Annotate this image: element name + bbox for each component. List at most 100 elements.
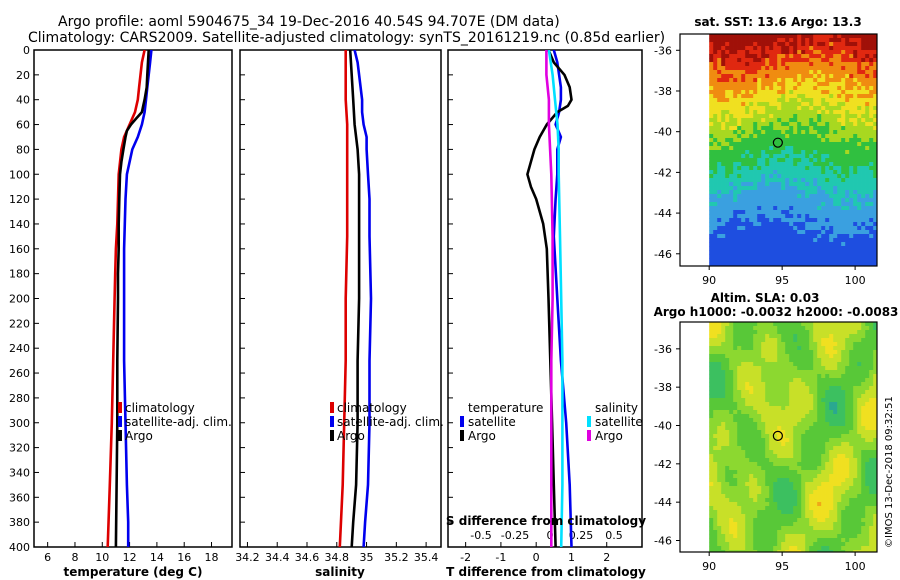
map-cell xyxy=(781,46,786,51)
map-cell xyxy=(825,538,830,543)
map-cell xyxy=(753,254,758,259)
map-cell xyxy=(725,506,730,511)
map-cell xyxy=(721,542,726,547)
map-cell xyxy=(837,530,842,535)
map-cell xyxy=(813,354,818,359)
map-cell xyxy=(709,238,714,243)
map-cell xyxy=(765,534,770,539)
map-cell xyxy=(817,502,822,507)
map-cell xyxy=(817,186,822,191)
map-cell xyxy=(721,398,726,403)
map-cell xyxy=(805,174,810,179)
map-cell xyxy=(797,98,802,103)
map-cell xyxy=(825,158,830,163)
map-cell xyxy=(805,82,810,87)
map-cell xyxy=(733,542,738,547)
map-cell xyxy=(813,430,818,435)
map-cell xyxy=(721,174,726,179)
map-cell xyxy=(865,326,870,331)
map-cell xyxy=(837,466,842,471)
map-cell xyxy=(813,538,818,543)
map-cell xyxy=(745,70,750,75)
map-cell xyxy=(781,378,786,383)
map-cell xyxy=(857,326,862,331)
map-cell xyxy=(841,366,846,371)
map-cell xyxy=(789,378,794,383)
map-cell xyxy=(717,402,722,407)
map-cell xyxy=(833,530,838,535)
map-cell xyxy=(749,482,754,487)
map-cell xyxy=(841,346,846,351)
map-cell xyxy=(717,414,722,419)
map-cell xyxy=(873,518,877,523)
map-cell xyxy=(861,242,866,247)
map-cell xyxy=(813,222,818,227)
map-cell xyxy=(725,182,730,187)
map-cell xyxy=(853,518,858,523)
map-cell xyxy=(725,74,730,79)
map-cell xyxy=(785,366,790,371)
map-cell xyxy=(861,506,866,511)
map-cell xyxy=(769,350,774,355)
map-cell xyxy=(841,66,846,71)
map-cell xyxy=(829,470,834,475)
map-cell xyxy=(709,406,714,411)
map-cell xyxy=(733,82,738,87)
map-cell xyxy=(869,346,874,351)
map-cell xyxy=(709,118,714,123)
map-cell xyxy=(817,54,822,59)
map-cell xyxy=(729,162,734,167)
map-cell xyxy=(737,542,742,547)
map-cell xyxy=(761,66,766,71)
map-cell xyxy=(873,114,877,119)
map-cell xyxy=(865,390,870,395)
map-cell xyxy=(773,338,778,343)
map-cell xyxy=(745,378,750,383)
map-cell xyxy=(833,442,838,447)
map-cell xyxy=(733,194,738,199)
map-cell xyxy=(853,322,858,327)
map-cell xyxy=(733,470,738,475)
map-cell xyxy=(729,202,734,207)
map-cell xyxy=(729,66,734,71)
map-cell xyxy=(713,534,718,539)
map-cell xyxy=(725,362,730,367)
map-cell xyxy=(845,198,850,203)
map-cell xyxy=(761,354,766,359)
legend-swatch-climatology xyxy=(118,402,122,413)
map-cell xyxy=(873,346,877,351)
map-cell xyxy=(717,518,722,523)
map-cell xyxy=(761,122,766,127)
map-cell xyxy=(869,70,874,75)
map-cell xyxy=(797,370,802,375)
map-cell xyxy=(773,406,778,411)
map-cell xyxy=(773,358,778,363)
map-cell xyxy=(817,482,822,487)
map-cell xyxy=(737,498,742,503)
map-cell xyxy=(813,234,818,239)
map-cell xyxy=(817,118,822,123)
map-cell xyxy=(713,134,718,139)
map-cell xyxy=(845,526,850,531)
map-cell xyxy=(713,66,718,71)
map-cell xyxy=(729,210,734,215)
map-cell xyxy=(737,370,742,375)
map-cell xyxy=(765,334,770,339)
map-cell xyxy=(741,74,746,79)
map-cell xyxy=(857,450,862,455)
map-cell xyxy=(853,82,858,87)
map-cell xyxy=(805,326,810,331)
map-cell xyxy=(833,486,838,491)
map-cell xyxy=(861,234,866,239)
map-cell xyxy=(729,502,734,507)
map-cell xyxy=(869,66,874,71)
map-cell xyxy=(849,454,854,459)
map-cell xyxy=(869,378,874,383)
map-cell xyxy=(849,450,854,455)
map-cell xyxy=(789,214,794,219)
map-cell xyxy=(781,238,786,243)
map-cell xyxy=(757,166,762,171)
map-cell xyxy=(749,522,754,527)
map-cell xyxy=(765,170,770,175)
depth-tick-label: 180 xyxy=(9,268,30,281)
